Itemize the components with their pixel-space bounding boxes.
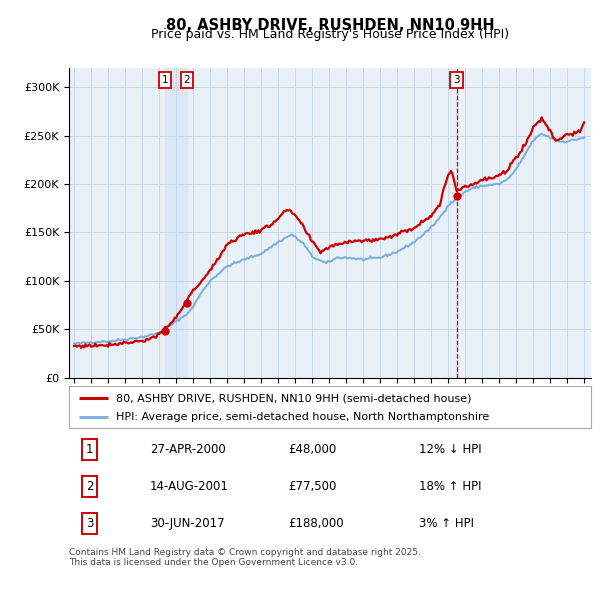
Text: 12% ↓ HPI: 12% ↓ HPI [419,443,481,456]
Text: Price paid vs. HM Land Registry's House Price Index (HPI): Price paid vs. HM Land Registry's House … [151,28,509,41]
Text: £77,500: £77,500 [288,480,337,493]
Text: 80, ASHBY DRIVE, RUSHDEN, NN10 9HH: 80, ASHBY DRIVE, RUSHDEN, NN10 9HH [166,18,494,32]
Text: 2: 2 [86,480,94,493]
Text: £48,000: £48,000 [288,443,337,456]
Text: 30-JUN-2017: 30-JUN-2017 [150,517,224,530]
Text: 27-APR-2000: 27-APR-2000 [150,443,226,456]
Text: 1: 1 [86,443,94,456]
Text: 3: 3 [86,517,94,530]
Text: £188,000: £188,000 [288,517,344,530]
Text: 80, ASHBY DRIVE, RUSHDEN, NN10 9HH (semi-detached house): 80, ASHBY DRIVE, RUSHDEN, NN10 9HH (semi… [116,393,472,403]
Text: 18% ↑ HPI: 18% ↑ HPI [419,480,481,493]
Text: 2: 2 [184,76,190,85]
Text: 1: 1 [161,76,168,85]
Text: 3% ↑ HPI: 3% ↑ HPI [419,517,474,530]
Text: HPI: Average price, semi-detached house, North Northamptonshire: HPI: Average price, semi-detached house,… [116,412,489,422]
Text: 14-AUG-2001: 14-AUG-2001 [150,480,229,493]
Text: Contains HM Land Registry data © Crown copyright and database right 2025.
This d: Contains HM Land Registry data © Crown c… [69,548,421,567]
Text: 3: 3 [454,76,460,85]
Bar [165,68,187,378]
